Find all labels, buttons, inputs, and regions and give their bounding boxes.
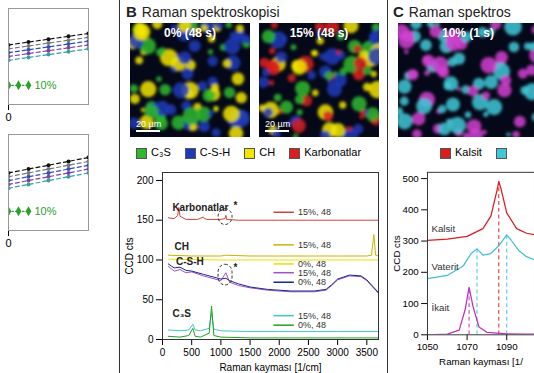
svg-text:200: 200 (402, 266, 419, 277)
html-text:Kalsit: Kalsit (455, 146, 482, 158)
svg-text:C-S-H: C-S-H (176, 256, 204, 267)
html-text:CH: CH (259, 146, 276, 158)
svg-text:*: * (234, 262, 238, 273)
svg-text:Raman kayması [1/: Raman kayması [1/ (439, 356, 523, 367)
svg-text:15%, 48: 15%, 48 (298, 240, 331, 250)
svg-text:Kalsit: Kalsit (431, 223, 455, 234)
svg-text:0: 0 (413, 329, 419, 340)
svg-text:0: 0 (5, 237, 11, 249)
svg-text:1500: 1500 (239, 347, 262, 358)
svg-text:10% (1 s): 10% (1 s) (442, 26, 494, 40)
svg-text:2000: 2000 (268, 347, 291, 358)
svg-text:10%: 10% (35, 79, 57, 91)
html-text:C₃S: C₃S (151, 146, 171, 158)
svg-text:Raman kayması [1/cm]: Raman kayması [1/cm] (219, 362, 321, 373)
svg-text:0: 0 (5, 111, 11, 123)
svg-text:15%, 48: 15%, 48 (298, 311, 331, 321)
html-text:B Raman spektroskopisi: B Raman spektroskopisi (126, 3, 280, 20)
svg-text:400: 400 (402, 204, 419, 215)
svg-text:15% (48 s): 15% (48 s) (290, 26, 349, 40)
svg-text:İkait: İkait (431, 302, 449, 313)
svg-text:CCD cts: CCD cts (124, 237, 135, 274)
svg-text:20 µm: 20 µm (136, 119, 161, 129)
svg-text:10%: 10% (35, 205, 57, 217)
html-text:Karbonatlar: Karbonatlar (304, 146, 362, 158)
svg-text:50: 50 (142, 294, 154, 305)
svg-text:Vaterit: Vaterit (431, 261, 459, 272)
svg-text:1000: 1000 (210, 347, 233, 358)
svg-text:0: 0 (160, 347, 166, 358)
svg-text:500: 500 (402, 173, 419, 184)
svg-text:*: * (234, 200, 238, 211)
svg-text:1070: 1070 (456, 341, 478, 352)
svg-text:0%, 48: 0%, 48 (297, 258, 326, 269)
svg-text:C₃S: C₃S (173, 308, 192, 319)
svg-text:CCD cts: CCD cts (391, 235, 402, 271)
svg-text:100: 100 (137, 254, 154, 265)
svg-text:3500: 3500 (356, 347, 379, 358)
svg-text:0: 0 (148, 334, 154, 345)
svg-text:0%, 48: 0%, 48 (298, 320, 326, 330)
svg-text:20 µm: 20 µm (265, 119, 290, 129)
svg-text:CH: CH (175, 241, 189, 252)
svg-text:15%, 48: 15%, 48 (298, 207, 331, 217)
html-text:C Raman spektros: C Raman spektros (393, 3, 511, 20)
svg-text:0% (48 s): 0% (48 s) (164, 26, 216, 40)
svg-text:1090: 1090 (496, 341, 518, 352)
svg-text:200: 200 (137, 175, 154, 186)
svg-text:1050: 1050 (417, 341, 439, 352)
svg-text:100: 100 (402, 298, 419, 309)
svg-text:0%, 48: 0%, 48 (298, 277, 326, 287)
svg-text:300: 300 (402, 235, 419, 246)
svg-text:15%, 48: 15%, 48 (298, 268, 331, 278)
html-text:C-S-H: C-S-H (199, 146, 231, 158)
svg-text:150: 150 (137, 214, 154, 225)
svg-text:3000: 3000 (327, 347, 350, 358)
svg-text:500: 500 (183, 347, 200, 358)
svg-text:2500: 2500 (297, 347, 320, 358)
svg-text:Karbonatlar: Karbonatlar (172, 201, 229, 213)
